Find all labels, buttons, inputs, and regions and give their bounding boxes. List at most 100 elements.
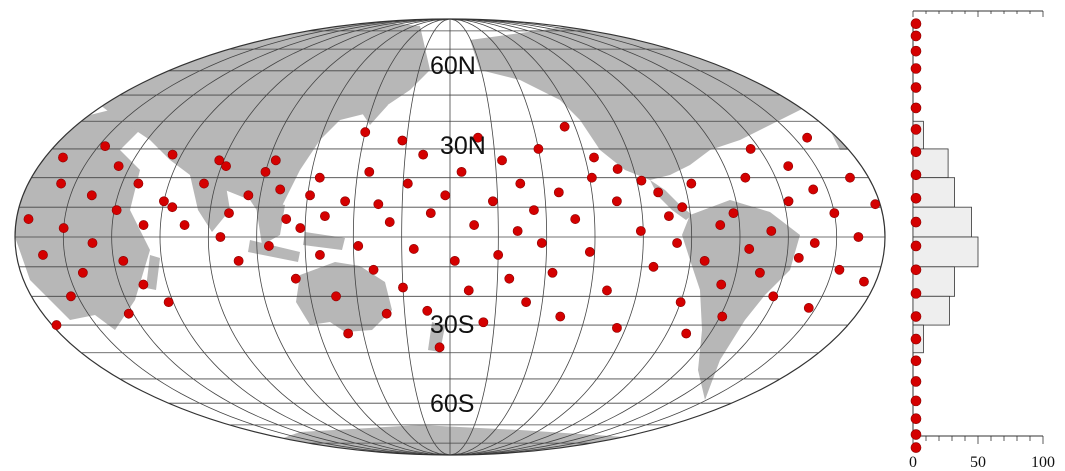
data-point [681, 328, 692, 339]
data-point [488, 196, 498, 207]
meridian-line [207, 19, 451, 455]
data-point [233, 255, 244, 266]
data-point [418, 149, 429, 160]
data-point [584, 247, 595, 257]
histogram-marker [910, 240, 922, 252]
histogram-marker [910, 216, 922, 228]
data-point [224, 208, 234, 219]
histogram-bars [912, 120, 979, 354]
data-point [677, 202, 688, 213]
data-point [111, 205, 122, 216]
data-point [808, 184, 819, 195]
histogram-marker [910, 288, 922, 299]
data-point [66, 291, 76, 302]
histogram-ticks [912, 11, 1044, 444]
data-point [275, 184, 286, 195]
meridian-line [449, 19, 838, 455]
data-point [138, 279, 149, 290]
data-point [612, 164, 623, 174]
data-point [199, 178, 209, 189]
data-point [521, 297, 532, 308]
data-point [755, 267, 765, 278]
data-point [783, 161, 794, 171]
data-point [440, 190, 451, 201]
data-point [648, 261, 659, 272]
histogram-marker [910, 311, 922, 322]
data-point [783, 196, 794, 207]
meridian-line [62, 19, 451, 455]
histogram-marker [910, 333, 922, 345]
data-point [504, 273, 515, 284]
map-points [23, 121, 881, 353]
data-point [717, 311, 728, 322]
data-point [343, 328, 354, 339]
data-point [221, 161, 231, 171]
data-point [340, 196, 351, 207]
data-point [463, 285, 474, 296]
data-point [314, 172, 325, 183]
x-tick-label-0: 0 [909, 454, 917, 471]
histogram-marker [910, 413, 922, 425]
meridian-line [449, 19, 789, 455]
data-point [586, 172, 597, 183]
data-point [493, 250, 504, 260]
map-outline [14, 18, 886, 456]
histogram-marker [910, 124, 922, 135]
data-point [675, 297, 686, 308]
data-point [870, 199, 881, 210]
meridian-line [352, 19, 451, 455]
data-point [77, 267, 88, 278]
data-point [715, 220, 726, 230]
data-point [716, 279, 727, 290]
data-point [138, 220, 149, 230]
meridian-line [449, 19, 741, 455]
data-point [469, 220, 480, 230]
data-point [51, 320, 62, 330]
data-point [315, 250, 325, 260]
data-point [664, 211, 674, 221]
data-point [133, 178, 144, 189]
data-point [555, 311, 566, 322]
data-point [159, 196, 169, 207]
data-point [295, 223, 306, 233]
data-point [167, 149, 178, 160]
data-point [263, 241, 274, 251]
histogram-marker [910, 442, 922, 453]
latitude-label-60n: 60N [430, 52, 476, 80]
data-point [533, 144, 544, 154]
histogram-marker [910, 192, 922, 204]
histogram-marker [910, 264, 922, 276]
data-point [214, 155, 225, 166]
meridian-line [449, 19, 499, 455]
data-point [547, 267, 558, 278]
meridian-line [401, 19, 451, 455]
land-india [190, 175, 230, 232]
latitude-label-30s: 30S [430, 311, 474, 339]
histogram-bar [912, 295, 950, 326]
latitude-label-30n: 30N [440, 132, 486, 160]
meridian-line [449, 19, 596, 455]
data-point [803, 303, 814, 313]
data-point [612, 322, 622, 333]
histogram-marker [910, 45, 922, 57]
data-point [434, 342, 445, 353]
land-indonesia-1 [248, 240, 300, 262]
data-point [163, 297, 174, 308]
data-point [740, 172, 751, 183]
histogram-marker [910, 146, 922, 158]
meridian-line [449, 19, 693, 455]
data-point [58, 223, 69, 233]
data-point [809, 238, 820, 248]
data-point [478, 317, 489, 328]
data-point [331, 291, 341, 302]
data-point [56, 178, 66, 189]
data-point [179, 220, 190, 230]
data-point [744, 244, 755, 254]
land-indochina [255, 200, 285, 245]
data-point [305, 190, 315, 201]
meridian-line [304, 19, 451, 455]
histogram-marker [910, 395, 922, 407]
meridian-line [159, 19, 451, 455]
data-point [260, 166, 271, 177]
